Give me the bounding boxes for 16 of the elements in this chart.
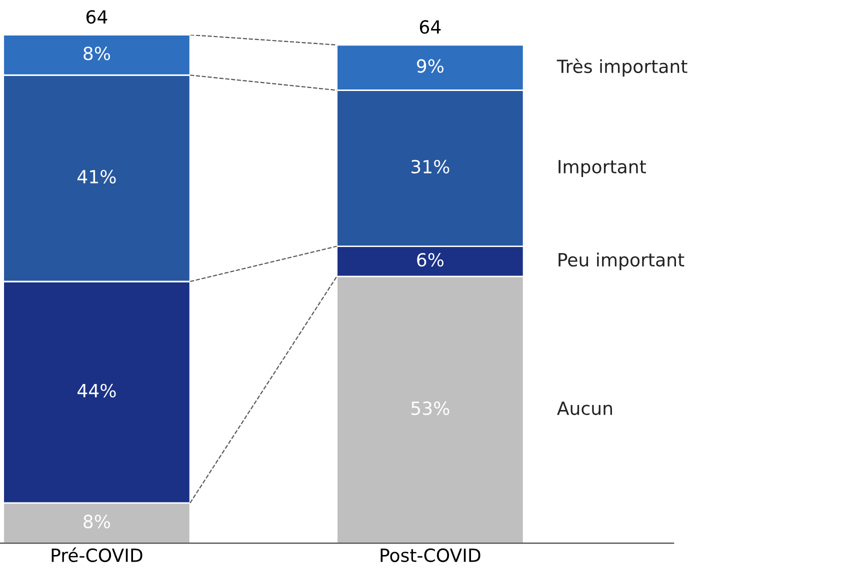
data-label: 8% xyxy=(84,514,110,528)
data-label: 41% xyxy=(78,170,116,184)
series-label: Important xyxy=(558,160,646,177)
data-label: 8% xyxy=(84,46,110,60)
text: 64 xyxy=(86,10,108,24)
series-label: Très important xyxy=(556,58,688,77)
data-label: 9% xyxy=(416,59,444,73)
data-label: 31% xyxy=(411,160,450,174)
text: 64 xyxy=(420,20,441,34)
x-tick-label: Post-COVID xyxy=(380,548,480,562)
x-tick-label: Pré-COVID xyxy=(52,547,142,562)
data-label: 53% xyxy=(412,401,450,416)
data-label: 44% xyxy=(78,384,116,398)
data-label: 6% xyxy=(417,252,444,267)
series-label: Aucun xyxy=(557,402,612,416)
series-label: Peu important xyxy=(558,252,684,270)
